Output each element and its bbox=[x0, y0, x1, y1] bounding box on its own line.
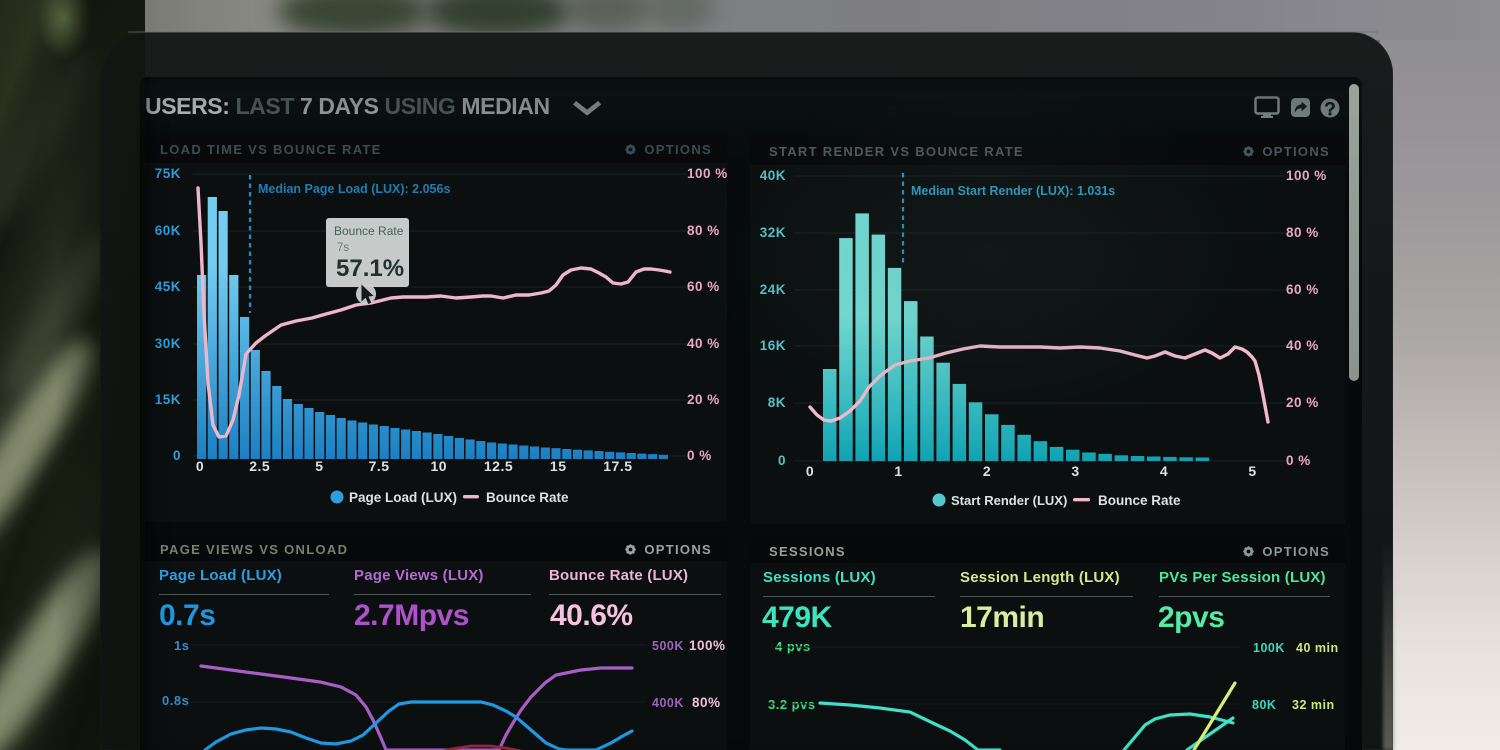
svg-text:16K: 16K bbox=[760, 338, 786, 353]
svg-text:1: 1 bbox=[894, 463, 902, 479]
svg-text:100 %: 100 % bbox=[687, 166, 727, 181]
svg-text:80 %: 80 % bbox=[1286, 225, 1319, 240]
svg-text:Median Start Render (LUX): 1.0: Median Start Render (LUX): 1.031s bbox=[911, 184, 1115, 198]
svg-text:17.5: 17.5 bbox=[603, 458, 632, 474]
svg-text:20 %: 20 % bbox=[687, 392, 720, 407]
svg-text:3: 3 bbox=[1071, 463, 1079, 479]
svg-text:15K: 15K bbox=[155, 392, 181, 407]
svg-text:15: 15 bbox=[550, 458, 567, 474]
svg-text:0 %: 0 % bbox=[1286, 453, 1311, 468]
svg-text:8K: 8K bbox=[768, 395, 786, 410]
svg-text:40 %: 40 % bbox=[687, 336, 720, 351]
svg-text:60 %: 60 % bbox=[687, 279, 720, 294]
svg-text:40K: 40K bbox=[760, 168, 786, 183]
svg-text:5: 5 bbox=[315, 458, 323, 474]
svg-text:Bounce Rate: Bounce Rate bbox=[486, 490, 569, 505]
svg-text:2.5: 2.5 bbox=[249, 458, 270, 474]
svg-text:20 %: 20 % bbox=[1286, 395, 1319, 410]
svg-text:5: 5 bbox=[1248, 463, 1256, 479]
svg-text:75K: 75K bbox=[155, 166, 181, 181]
svg-text:0: 0 bbox=[196, 458, 204, 474]
svg-text:0: 0 bbox=[778, 453, 786, 468]
svg-text:100 %: 100 % bbox=[1286, 168, 1327, 183]
svg-text:57.1%: 57.1% bbox=[336, 255, 404, 282]
svg-text:30K: 30K bbox=[155, 336, 181, 351]
svg-text:Bounce Rate: Bounce Rate bbox=[334, 224, 404, 238]
svg-text:Median Page Load (LUX): 2.056s: Median Page Load (LUX): 2.056s bbox=[258, 182, 450, 196]
svg-text:0: 0 bbox=[173, 448, 181, 463]
svg-text:40 %: 40 % bbox=[1286, 338, 1319, 353]
svg-text:32K: 32K bbox=[760, 225, 786, 240]
svg-text:7s: 7s bbox=[337, 242, 349, 254]
svg-text:12.5: 12.5 bbox=[484, 458, 513, 474]
svg-text:45K: 45K bbox=[155, 279, 181, 294]
svg-text:4: 4 bbox=[1160, 463, 1168, 479]
svg-text:Start Render (LUX): Start Render (LUX) bbox=[951, 493, 1067, 508]
svg-text:60 %: 60 % bbox=[1286, 282, 1319, 297]
svg-text:7.5: 7.5 bbox=[369, 458, 390, 474]
svg-text:0 %: 0 % bbox=[687, 448, 712, 463]
svg-text:Page Load (LUX): Page Load (LUX) bbox=[349, 490, 457, 505]
svg-text:Bounce Rate: Bounce Rate bbox=[1098, 493, 1181, 508]
svg-text:10: 10 bbox=[431, 458, 448, 474]
svg-text:24K: 24K bbox=[760, 282, 786, 297]
svg-text:60K: 60K bbox=[155, 223, 181, 238]
svg-text:80 %: 80 % bbox=[687, 223, 720, 238]
svg-text:0: 0 bbox=[806, 463, 814, 479]
svg-text:2: 2 bbox=[983, 463, 991, 479]
